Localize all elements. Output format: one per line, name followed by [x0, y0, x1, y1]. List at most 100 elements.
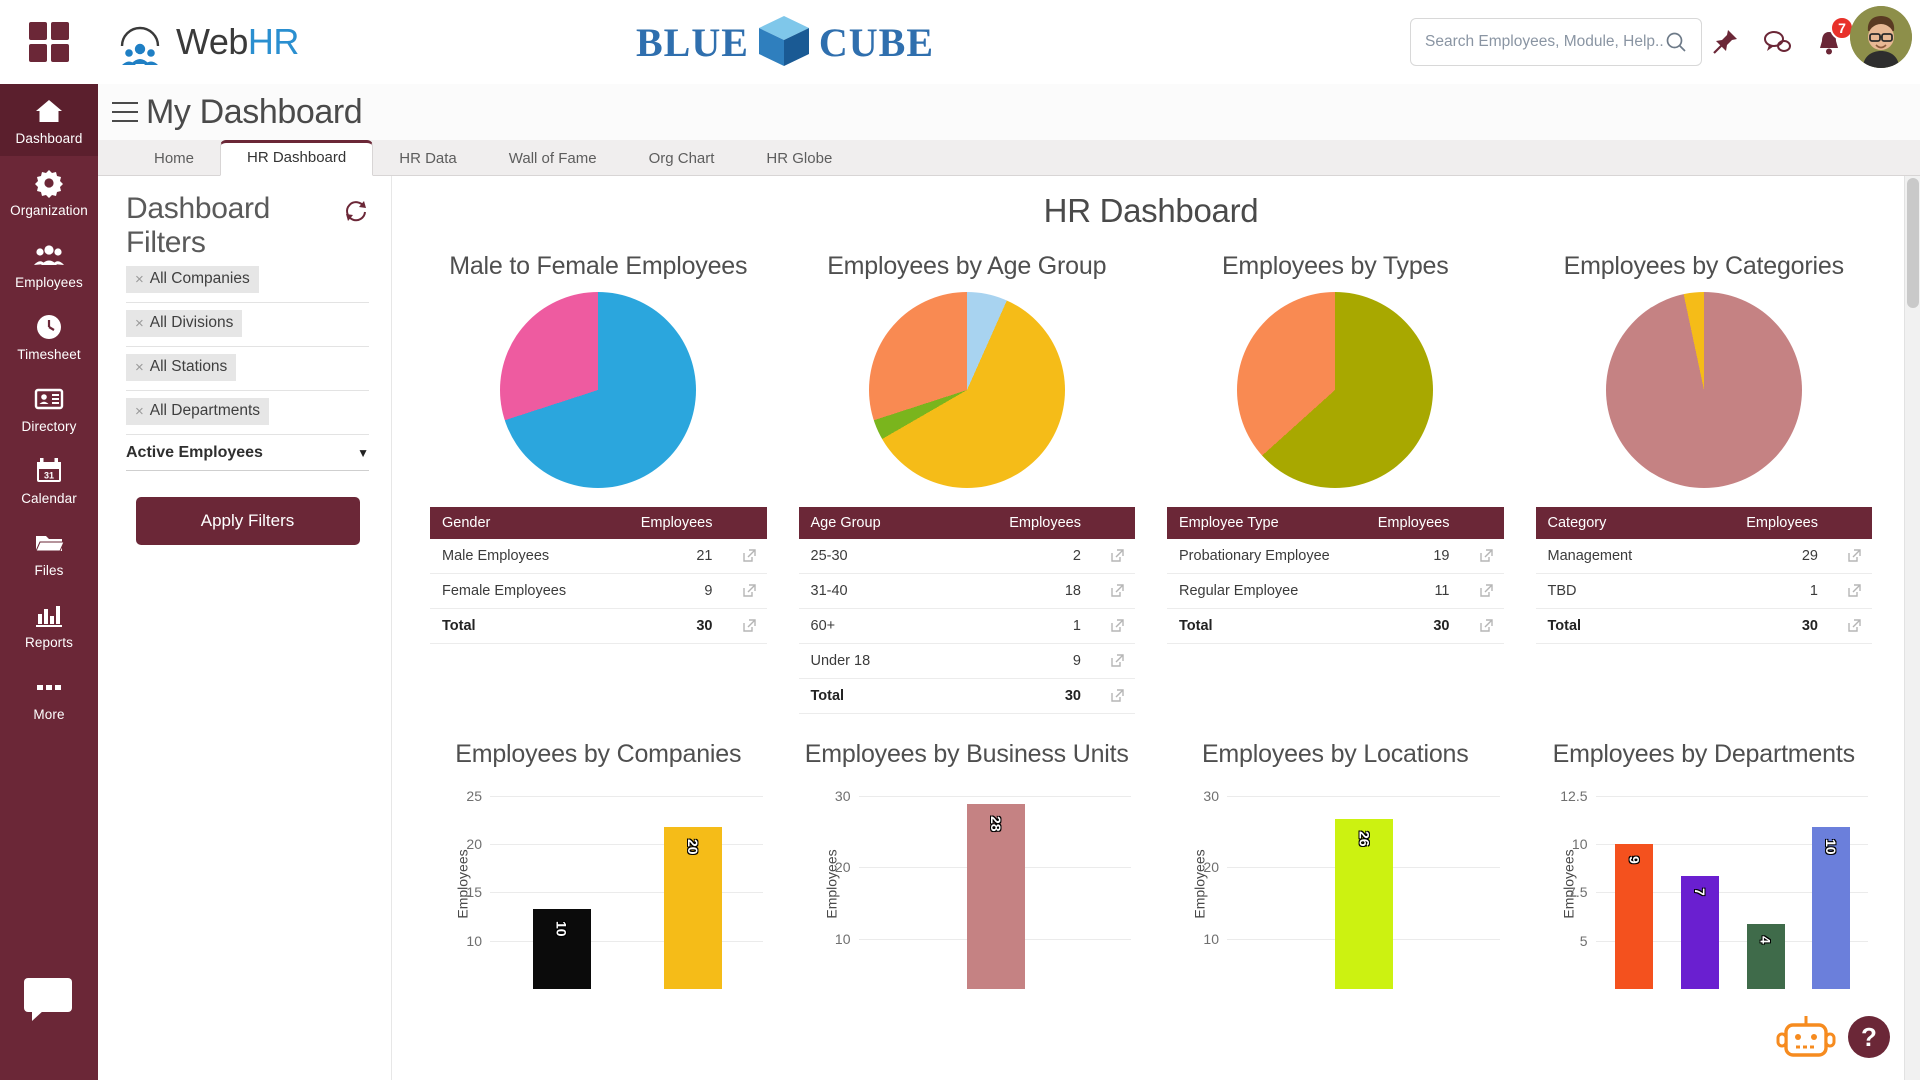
table-row[interactable]: Female Employees 9	[430, 573, 767, 609]
bar[interactable]: 10	[532, 909, 591, 989]
table-employee-types: Employee Type Employees Probationary Emp…	[1167, 507, 1504, 644]
card-age-group: Employees by Age Group Age Group Employe…	[783, 252, 1152, 714]
bar[interactable]: 20	[663, 827, 722, 989]
apply-filters-button[interactable]: Apply Filters	[135, 497, 360, 546]
bar-value: 4	[1757, 935, 1774, 944]
sidebar-item-timesheet[interactable]: Timesheet	[0, 300, 98, 372]
chat-icon[interactable]	[1762, 27, 1792, 57]
search-icon[interactable]	[1665, 31, 1687, 53]
open-external-icon[interactable]	[1847, 548, 1862, 563]
vertical-scrollbar[interactable]	[1904, 176, 1920, 1080]
open-external-icon[interactable]	[1110, 653, 1125, 668]
open-external-icon[interactable]	[742, 583, 757, 598]
row-value: 21	[604, 539, 767, 574]
row-value: 18	[935, 573, 1135, 609]
scrollbar-thumb[interactable]	[1907, 178, 1919, 308]
search-input[interactable]	[1425, 33, 1665, 51]
open-external-icon[interactable]	[1847, 618, 1862, 633]
employee-status-select[interactable]: Active Employees ▼	[126, 435, 369, 472]
table-row[interactable]: 31-40 18	[798, 573, 1135, 609]
bell-icon[interactable]: 7	[1814, 16, 1854, 57]
open-external-icon[interactable]	[742, 548, 757, 563]
chip-remove-icon[interactable]: ×	[135, 314, 144, 332]
table-total-row[interactable]: Total 30	[798, 678, 1135, 714]
search-box[interactable]	[1410, 18, 1702, 66]
table-row[interactable]: Male Employees 21	[430, 539, 767, 574]
open-external-icon[interactable]	[1847, 583, 1862, 598]
sidebar-item-organization[interactable]: Organization	[0, 156, 98, 228]
tab-hr-dashboard[interactable]: HR Dashboard	[220, 140, 374, 176]
table-row[interactable]: Under 18 9	[798, 643, 1135, 679]
open-external-icon[interactable]	[1479, 583, 1494, 598]
chip-remove-icon[interactable]: ×	[135, 358, 144, 376]
tab-hr-globe[interactable]: HR Globe	[766, 150, 833, 167]
open-external-icon[interactable]	[1110, 583, 1125, 598]
table-total-row[interactable]: Total 30	[1167, 608, 1504, 644]
bar[interactable]: 4	[1746, 923, 1785, 989]
y-tick: 25	[466, 787, 482, 804]
chip-remove-icon[interactable]: ×	[135, 402, 144, 420]
sidebar-item-calendar[interactable]: 31 Calendar	[0, 444, 98, 516]
sidebar: Dashboard Organization Employees Timeshe…	[0, 84, 98, 1080]
clock-icon	[37, 315, 61, 339]
table-row[interactable]: Probationary Employee 19	[1167, 539, 1504, 574]
top-icon-group: 7	[1710, 16, 1854, 66]
col-employee-type: Employee Type	[1167, 507, 1356, 539]
brand-logo[interactable]: WebHR	[114, 16, 299, 68]
sidebar-item-more[interactable]: More	[0, 660, 98, 732]
tab-home[interactable]: Home	[154, 150, 195, 167]
id-card-icon	[34, 388, 64, 410]
chart-title: Employees by Companies	[455, 740, 742, 768]
table-row[interactable]: TBD 1	[1535, 573, 1872, 609]
table-row[interactable]: Regular Employee 11	[1167, 573, 1504, 609]
user-avatar[interactable]	[1850, 6, 1912, 68]
y-tick: 30	[1203, 787, 1219, 804]
tab-org-chart[interactable]: Org Chart	[648, 150, 715, 167]
filter-chip-departments[interactable]: × All Departments	[126, 398, 270, 426]
menu-toggle-icon[interactable]	[112, 102, 138, 122]
open-external-icon[interactable]	[1479, 548, 1494, 563]
help-button[interactable]: ?	[1848, 1016, 1890, 1058]
gridline	[490, 892, 763, 894]
sidebar-item-reports[interactable]: Reports	[0, 588, 98, 660]
app-grid-button[interactable]	[0, 0, 98, 84]
bar[interactable]: 10	[1812, 827, 1851, 989]
pin-icon[interactable]	[1710, 27, 1740, 57]
chip-remove-icon[interactable]: ×	[135, 270, 144, 288]
filter-chip-divisions[interactable]: × All Divisions	[126, 310, 243, 338]
sidebar-item-files[interactable]: Files	[0, 516, 98, 588]
gridline	[490, 795, 763, 797]
table-row[interactable]: 25-30 2	[798, 539, 1135, 574]
table-row[interactable]: Management 29	[1535, 539, 1872, 574]
gridline	[490, 940, 763, 942]
robot-assistant-icon[interactable]	[1774, 1014, 1838, 1070]
open-external-icon[interactable]	[1110, 688, 1125, 703]
total-value: 30	[1683, 608, 1872, 644]
bar[interactable]: 9	[1615, 844, 1654, 989]
table-header-row: Category Employees	[1535, 507, 1872, 539]
table-header-row: Age Group Employees	[798, 507, 1135, 539]
support-chat-icon[interactable]	[22, 976, 74, 1022]
table-total-row[interactable]: Total 30	[1535, 608, 1872, 644]
table-total-row[interactable]: Total 30	[430, 608, 767, 644]
open-external-icon[interactable]	[742, 618, 757, 633]
tab-hr-data[interactable]: HR Data	[399, 150, 457, 167]
sidebar-item-dashboard[interactable]: Dashboard	[0, 84, 98, 156]
table-row[interactable]: 60+ 1	[798, 608, 1135, 644]
bar[interactable]: 28	[966, 804, 1025, 989]
tab-wall-of-fame[interactable]: Wall of Fame	[508, 150, 597, 167]
open-external-icon[interactable]	[1110, 618, 1125, 633]
sidebar-label: Employees	[15, 275, 83, 290]
refresh-icon[interactable]	[343, 198, 369, 224]
open-external-icon[interactable]	[1110, 548, 1125, 563]
sidebar-item-employees[interactable]: Employees	[0, 228, 98, 300]
gridline	[1595, 844, 1868, 846]
row-label: 31-40	[798, 573, 936, 609]
sidebar-item-directory[interactable]: Directory	[0, 372, 98, 444]
filter-chip-stations[interactable]: × All Stations	[126, 354, 237, 382]
open-external-icon[interactable]	[1479, 618, 1494, 633]
table-categories: Category Employees Management 29 TBD 1	[1535, 507, 1872, 644]
filter-chip-companies[interactable]: × All Companies	[126, 266, 259, 294]
bar[interactable]: 7	[1680, 875, 1719, 989]
bar[interactable]: 26	[1335, 818, 1394, 989]
